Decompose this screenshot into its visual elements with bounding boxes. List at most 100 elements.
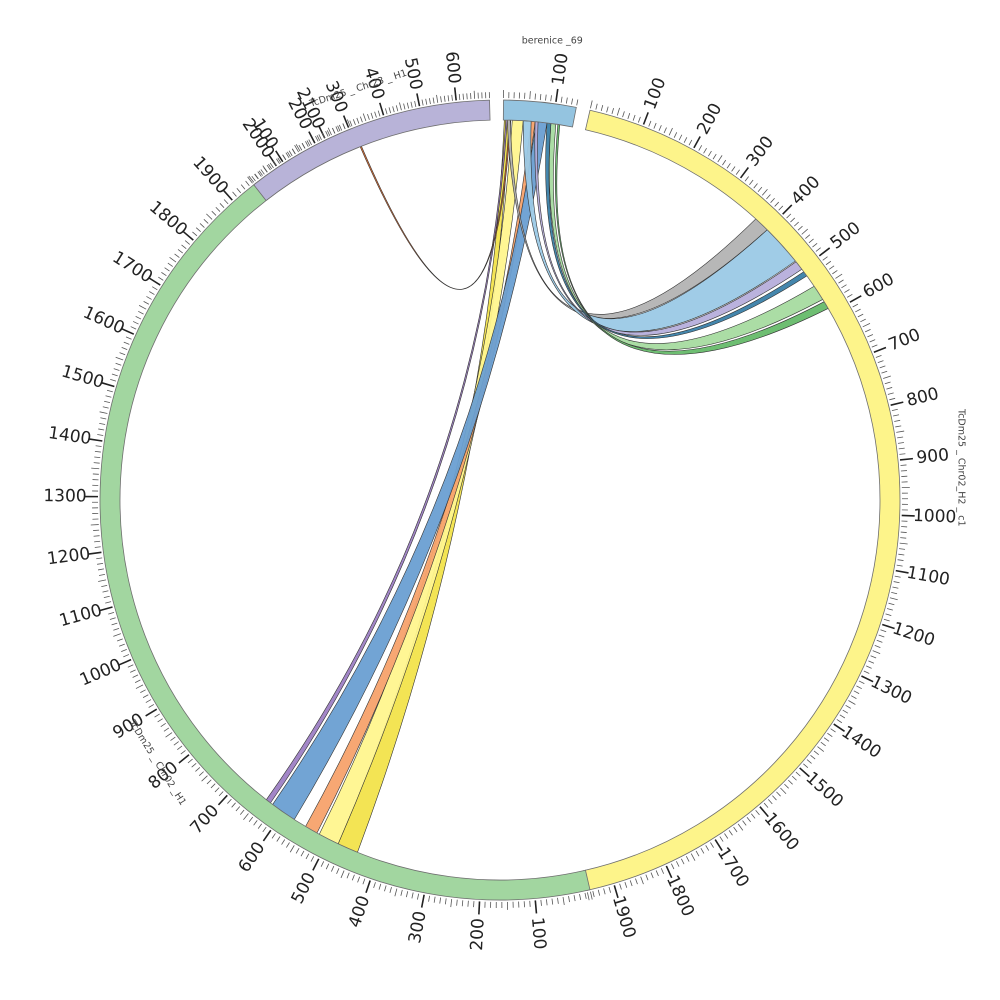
minor-tick bbox=[875, 354, 882, 358]
minor-tick bbox=[751, 813, 756, 819]
major-tick bbox=[275, 150, 284, 163]
minor-tick bbox=[753, 183, 758, 189]
minor-tick bbox=[717, 155, 723, 163]
link-ribbon bbox=[359, 119, 512, 290]
minor-tick bbox=[356, 117, 360, 124]
minor-tick bbox=[746, 816, 751, 823]
minor-tick bbox=[93, 535, 100, 537]
minor-tick bbox=[896, 430, 905, 433]
minor-tick bbox=[836, 719, 843, 724]
minor-tick bbox=[611, 108, 614, 115]
minor-tick bbox=[571, 98, 573, 105]
minor-tick bbox=[579, 893, 582, 901]
minor-tick bbox=[235, 806, 241, 812]
minor-tick bbox=[116, 638, 123, 642]
minor-tick bbox=[565, 97, 568, 104]
minor-tick bbox=[648, 120, 652, 127]
minor-tick bbox=[335, 126, 339, 133]
link-ribbon bbox=[318, 119, 524, 845]
minor-tick bbox=[254, 173, 259, 179]
minor-tick bbox=[195, 227, 201, 232]
minor-tick bbox=[399, 102, 402, 111]
minor-tick bbox=[888, 602, 895, 606]
minor-tick bbox=[192, 231, 198, 237]
minor-tick bbox=[545, 94, 547, 101]
minor-tick bbox=[900, 537, 907, 539]
tick-label: 1600 bbox=[80, 303, 128, 339]
minor-tick bbox=[169, 256, 177, 263]
minor-tick bbox=[351, 874, 355, 881]
minor-tick bbox=[813, 750, 819, 756]
minor-tick bbox=[864, 328, 871, 333]
minor-tick bbox=[830, 728, 836, 733]
minor-tick bbox=[853, 690, 860, 695]
minor-tick bbox=[860, 318, 866, 323]
minor-tick bbox=[262, 826, 267, 833]
minor-tick bbox=[848, 700, 856, 705]
minor-tick bbox=[184, 240, 190, 245]
minor-tick bbox=[671, 863, 675, 870]
minor-tick bbox=[167, 262, 173, 267]
minor-tick bbox=[232, 191, 237, 197]
minor-tick bbox=[846, 293, 853, 298]
minor-tick bbox=[336, 868, 340, 874]
minor-tick bbox=[106, 389, 113, 393]
minor-tick bbox=[757, 186, 763, 192]
minor-tick bbox=[806, 759, 812, 764]
minor-tick bbox=[640, 876, 644, 885]
minor-tick bbox=[655, 870, 659, 877]
minor-tick bbox=[896, 564, 903, 567]
major-tick bbox=[881, 623, 895, 630]
minor-tick bbox=[102, 406, 109, 409]
major-tick bbox=[182, 231, 194, 241]
minor-tick bbox=[289, 845, 295, 853]
minor-tick bbox=[540, 899, 542, 906]
minor-tick bbox=[622, 111, 625, 118]
minor-tick bbox=[899, 542, 908, 545]
minor-tick bbox=[118, 643, 125, 647]
minor-tick bbox=[248, 816, 254, 822]
minor-tick bbox=[668, 127, 673, 136]
minor-tick bbox=[879, 365, 886, 369]
minor-tick bbox=[874, 645, 881, 648]
minor-tick bbox=[827, 732, 833, 738]
major-tick bbox=[365, 880, 371, 894]
minor-tick bbox=[181, 244, 187, 250]
major-tick bbox=[379, 102, 385, 116]
minor-tick bbox=[450, 899, 453, 908]
tick-label: 1500 bbox=[59, 361, 106, 392]
minor-tick bbox=[127, 664, 134, 668]
minor-tick bbox=[260, 169, 265, 175]
minor-tick bbox=[332, 127, 336, 134]
minor-tick bbox=[132, 674, 139, 678]
major-tick bbox=[799, 767, 810, 778]
minor-tick bbox=[247, 176, 253, 184]
minor-tick bbox=[125, 336, 132, 340]
minor-tick bbox=[884, 381, 891, 385]
minor-tick bbox=[310, 856, 315, 862]
minor-tick bbox=[658, 125, 662, 131]
minor-tick bbox=[823, 737, 830, 742]
tick-label: 1100 bbox=[905, 563, 951, 590]
minor-tick bbox=[825, 260, 832, 266]
ticks-chr23h1 bbox=[247, 87, 490, 184]
minor-tick bbox=[852, 303, 859, 308]
minor-tick bbox=[778, 205, 784, 211]
minor-tick bbox=[195, 767, 201, 772]
minor-tick bbox=[534, 93, 536, 100]
minor-tick bbox=[676, 861, 680, 867]
minor-tick bbox=[653, 122, 657, 129]
minor-tick bbox=[624, 881, 628, 888]
minor-tick bbox=[603, 888, 606, 895]
major-tick bbox=[899, 457, 914, 461]
minor-tick bbox=[286, 842, 290, 848]
minor-tick bbox=[104, 400, 111, 404]
minor-tick bbox=[810, 754, 816, 760]
minor-tick bbox=[105, 395, 112, 398]
ticks-chr02h1 bbox=[85, 119, 593, 915]
tick-label: 200 bbox=[467, 918, 489, 951]
minor-tick bbox=[892, 586, 899, 589]
tick-label: 1300 bbox=[867, 672, 915, 709]
minor-tick bbox=[761, 188, 768, 196]
